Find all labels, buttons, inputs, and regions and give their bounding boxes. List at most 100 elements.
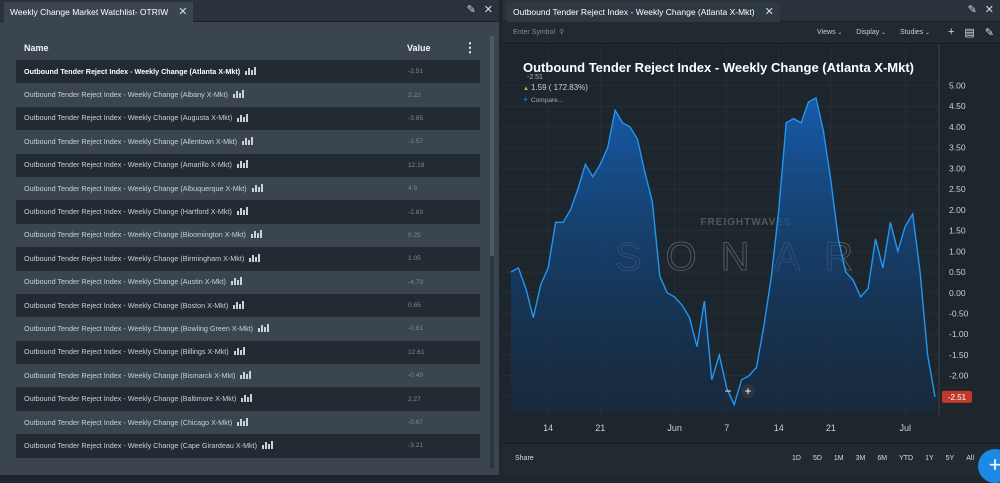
table-row[interactable]: Outbound Tender Reject Index - Weekly Ch… [16,176,480,201]
range-button[interactable]: 1Y [925,455,934,462]
close-panel-icon[interactable]: ✕ [984,4,994,16]
chart-bars-icon[interactable] [249,253,261,264]
close-icon[interactable]: ✕ [178,6,188,18]
range-button[interactable]: 1M [833,455,844,462]
range-button[interactable]: 6M [877,455,888,462]
table-row[interactable]: Outbound Tender Reject Index - Weekly Ch… [16,364,480,388]
table-row[interactable]: Outbound Tender Reject Index - Weekly Ch… [16,387,480,411]
row-name[interactable]: Outbound Tender Reject Index - Weekly Ch… [16,301,400,311]
range-button[interactable]: 3M [855,455,866,462]
compare-link[interactable]: Compare... [531,97,563,104]
table-row[interactable]: Outbound Tender Reject Index - Weekly Ch… [16,293,480,318]
series-line[interactable] [510,96,936,407]
row-name-text: Outbound Tender Reject Index - Weekly Ch… [24,394,237,404]
row-value: -0.67 [408,419,424,427]
symbol-input[interactable]: Enter Symbol [513,28,556,36]
row-name[interactable]: Outbound Tender Reject Index - Weekly Ch… [16,160,400,170]
draw-icon[interactable]: ✎ [984,27,994,39]
chart-bars-icon[interactable] [251,183,263,194]
table-row[interactable]: Outbound Tender Reject Index - Weekly Ch… [16,317,480,341]
edit-icon[interactable]: ✎ [466,4,476,16]
display-menu[interactable]: Display [856,29,886,36]
table-row[interactable]: Outbound Tender Reject Index - Weekly Ch… [16,247,480,271]
zoom-out-button[interactable]: − [724,384,731,398]
chart-bars-icon[interactable] [233,300,245,311]
chart-bars-icon[interactable] [241,394,253,404]
row-name[interactable]: Outbound Tender Reject Index - Weekly Ch… [16,207,400,217]
row-name[interactable]: Outbound Tender Reject Index - Weekly Ch… [16,371,400,381]
y-tick-label: 0.50 [949,267,966,277]
row-name[interactable]: Outbound Tender Reject Index - Weekly Ch… [16,394,400,404]
zoom-in-button[interactable]: + [744,384,751,398]
crosshair-icon[interactable]: + [947,26,955,38]
close-panel-icon[interactable]: ✕ [483,4,493,16]
range-button[interactable]: 5D [812,455,822,462]
column-header-name[interactable]: Name [24,43,49,53]
studies-menu[interactable]: Studies [900,29,930,36]
table-row[interactable]: Outbound Tender Reject Index - Weekly Ch… [16,130,480,154]
range-button[interactable]: 5Y [945,455,955,462]
chart-bars-icon[interactable] [236,207,248,217]
row-name[interactable]: Outbound Tender Reject Index - Weekly Ch… [16,324,400,334]
edit-icon[interactable]: ✎ [967,4,977,16]
table-row[interactable]: Outbound Tender Reject Index - Weekly Ch… [16,106,480,131]
row-value: -3.21 [408,442,424,450]
chart-bars-icon[interactable] [236,160,248,170]
chart-area[interactable]: FREIGHTWAVES SONAR 5.004.504.003.503.002… [503,45,1000,443]
close-icon[interactable]: ✕ [764,6,774,18]
chart-bars-icon[interactable] [233,347,245,357]
chart-bars-icon[interactable] [242,136,254,147]
table-row[interactable]: Outbound Tender Reject Index - Weekly Ch… [16,200,480,224]
row-name[interactable]: Outbound Tender Reject Index - Weekly Ch… [16,230,400,240]
search-icon[interactable]: ⚲ [559,29,565,36]
chart-bars-icon[interactable] [262,440,274,451]
table-row[interactable]: Outbound Tender Reject Index - Weekly Ch… [16,434,480,458]
add-fab-button[interactable]: + [978,449,1000,483]
range-button[interactable]: 1D [791,455,801,462]
chart-tab[interactable]: Outbound Tender Reject Index - Weekly Ch… [507,2,780,22]
table-row[interactable]: Outbound Tender Reject Index - Weekly Ch… [16,83,480,107]
chart-bars-icon[interactable] [230,277,242,287]
table-row[interactable]: Outbound Tender Reject Index - Weekly Ch… [16,270,480,294]
chart-bars-icon[interactable] [237,417,249,428]
row-name[interactable]: Outbound Tender Reject Index - Weekly Ch… [16,90,400,100]
row-name-text: Outbound Tender Reject Index - Weekly Ch… [24,90,228,100]
row-name[interactable]: Outbound Tender Reject Index - Weekly Ch… [16,67,400,77]
views-menu[interactable]: Views [817,29,842,36]
range-button[interactable]: All [966,455,974,462]
chart-bars-icon[interactable] [258,324,270,334]
watchlist-tab[interactable]: Weekly Change Market Watchlist- OTRIW ✕ [4,2,194,22]
row-name[interactable]: Outbound Tender Reject Index - Weekly Ch… [16,113,400,123]
table-row[interactable]: Outbound Tender Reject Index - Weekly Ch… [16,410,480,435]
table-row[interactable]: Outbound Tender Reject Index - Weekly Ch… [16,340,480,365]
row-name[interactable]: Outbound Tender Reject Index - Weekly Ch… [16,347,400,357]
range-button[interactable]: YTD [899,455,914,462]
chart-bars-icon[interactable] [237,113,249,124]
column-header-value[interactable]: Value [407,43,431,53]
row-name-text: Outbound Tender Reject Index - Weekly Ch… [24,417,233,427]
symbol-search[interactable]: Enter Symbol ⚲ [513,28,565,37]
comment-icon[interactable]: ▤ [964,27,975,39]
row-name-text: Outbound Tender Reject Index - Weekly Ch… [24,323,254,333]
row-name[interactable]: Outbound Tender Reject Index - Weekly Ch… [16,418,400,428]
table-row[interactable]: Outbound Tender Reject Index - Weekly Ch… [16,60,480,84]
table-row[interactable]: Outbound Tender Reject Index - Weekly Ch… [16,153,480,177]
row-name-text: Outbound Tender Reject Index - Weekly Ch… [24,440,258,450]
chart-bars-icon[interactable] [240,370,252,381]
chart-bars-icon[interactable] [245,66,257,77]
chart-bars-icon[interactable] [232,90,244,100]
chart-bars-icon[interactable] [250,230,262,240]
y-tick-label: 3.00 [949,163,966,173]
plus-icon[interactable]: + [523,95,528,104]
scrollbar-thumb[interactable] [490,36,494,256]
row-name[interactable]: Outbound Tender Reject Index - Weekly Ch… [16,254,400,264]
table-row[interactable]: Outbound Tender Reject Index - Weekly Ch… [16,223,480,248]
row-name[interactable]: Outbound Tender Reject Index - Weekly Ch… [16,137,400,147]
more-options-icon[interactable]: ⋮ [463,40,477,55]
row-value: -1.57 [408,138,424,146]
share-button[interactable]: Share [515,455,534,462]
row-name[interactable]: Outbound Tender Reject Index - Weekly Ch… [16,277,400,287]
row-name[interactable]: Outbound Tender Reject Index - Weekly Ch… [16,184,400,194]
row-name[interactable]: Outbound Tender Reject Index - Weekly Ch… [16,441,400,451]
watchlist-table: Name Value ⋮ Outbound Tender Reject Inde… [16,36,480,458]
